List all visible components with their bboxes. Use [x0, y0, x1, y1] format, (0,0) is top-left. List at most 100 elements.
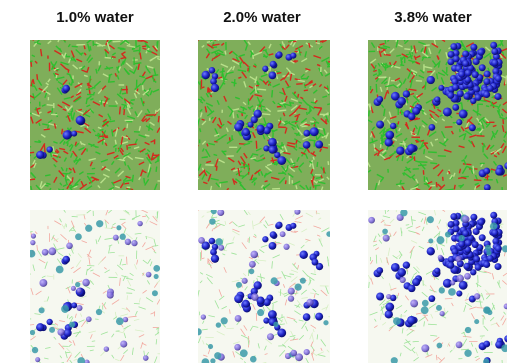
molecule-bond — [454, 185, 455, 190]
ion-molecule — [249, 261, 256, 268]
panel-background — [368, 210, 507, 363]
water-molecule — [463, 93, 470, 100]
ion-molecule — [295, 284, 302, 291]
water-molecule — [470, 44, 477, 51]
water-molecule — [462, 60, 469, 67]
molecule-bond — [86, 89, 93, 90]
ion-molecule — [490, 222, 497, 229]
water-molecule — [473, 86, 480, 93]
water-molecule — [429, 124, 436, 131]
water-molecule — [276, 222, 283, 229]
molecule-bond — [436, 182, 437, 187]
molecule-bond — [233, 112, 234, 119]
ion-molecule — [57, 329, 64, 336]
water-molecule — [456, 290, 462, 296]
molecule-bond — [65, 174, 66, 179]
ion-molecule — [280, 231, 286, 237]
ion-molecule — [209, 218, 215, 224]
water-molecule — [456, 119, 462, 125]
molecule-bond — [33, 36, 38, 40]
molecule-bond — [133, 50, 140, 51]
molecule-bond — [218, 38, 219, 41]
ion-molecule — [31, 233, 36, 238]
molecule-bond — [423, 45, 429, 46]
water-molecule — [262, 236, 268, 242]
ion-molecule — [39, 279, 47, 287]
ion-molecule — [240, 349, 248, 357]
ion-molecule — [211, 208, 217, 214]
panel-background — [30, 210, 160, 363]
molecule-bond — [225, 51, 226, 55]
molecule-bond — [67, 74, 71, 75]
water-molecule — [407, 316, 416, 325]
molecule-bond — [463, 178, 467, 179]
ion-molecule — [438, 255, 443, 260]
water-molecule — [490, 42, 497, 49]
ion-molecule — [427, 216, 434, 223]
ion-molecule — [436, 305, 442, 311]
molecule-bond — [370, 103, 371, 110]
molecule-bond — [62, 129, 63, 135]
molecule-bond — [280, 289, 281, 296]
molecule-bond — [240, 63, 241, 67]
molecule-bond — [486, 106, 489, 107]
molecule-bond — [207, 41, 213, 42]
ion-molecule — [131, 240, 137, 246]
molecule-bond — [153, 75, 159, 76]
molecule-bond — [412, 134, 415, 135]
ion-molecule — [400, 209, 407, 216]
ion-molecule — [195, 328, 202, 335]
molecule-bond — [317, 162, 318, 167]
molecule-bond — [404, 49, 410, 50]
ion-molecule — [437, 236, 445, 244]
ion-molecule — [218, 245, 224, 251]
water-molecule — [242, 300, 250, 308]
water-molecule — [495, 263, 502, 270]
molecule-bond — [112, 57, 116, 58]
water-molecule — [470, 214, 477, 221]
water-molecule — [450, 213, 457, 220]
ion-molecule — [116, 317, 124, 325]
water-molecule — [262, 66, 268, 72]
water-molecule — [491, 229, 498, 236]
molecule-bond — [57, 190, 58, 195]
water-molecule — [47, 146, 53, 152]
ion-molecule — [271, 277, 278, 284]
molecule-bond — [277, 278, 281, 279]
ion-molecule — [42, 249, 49, 256]
ion-molecule — [464, 350, 471, 357]
molecule-bond — [104, 103, 105, 106]
ion-molecule — [75, 233, 82, 240]
water-molecule — [478, 49, 485, 56]
molecule-bond — [314, 107, 322, 108]
molecule-bond — [196, 284, 198, 293]
ion-molecule — [459, 235, 465, 241]
ion-molecule — [113, 235, 119, 241]
molecule-bond — [327, 66, 331, 67]
water-molecule — [483, 341, 490, 348]
molecule-bond — [202, 119, 205, 120]
water-molecule — [438, 85, 444, 91]
molecule-bond — [251, 158, 256, 159]
water-molecule — [36, 323, 44, 331]
molecule-bond — [265, 181, 268, 182]
molecule-bond — [196, 112, 198, 121]
molecule-bond — [257, 89, 266, 90]
molecule-bond — [97, 45, 105, 46]
ion-molecule — [235, 315, 242, 322]
water-molecule — [269, 146, 277, 154]
water-molecule — [491, 48, 498, 55]
molecule-bond — [398, 121, 399, 124]
ion-molecule — [96, 220, 103, 227]
ion-molecule — [428, 238, 433, 243]
water-molecule — [479, 64, 486, 71]
molecule-bond — [132, 175, 133, 182]
water-molecule — [390, 123, 397, 130]
ion-molecule — [32, 347, 38, 353]
molecule-bond — [381, 140, 382, 146]
ion-molecule — [421, 306, 429, 314]
molecule-bond — [285, 180, 286, 184]
molecule-bond — [418, 165, 426, 166]
ion-molecule — [120, 234, 126, 240]
water-molecule — [290, 53, 296, 59]
